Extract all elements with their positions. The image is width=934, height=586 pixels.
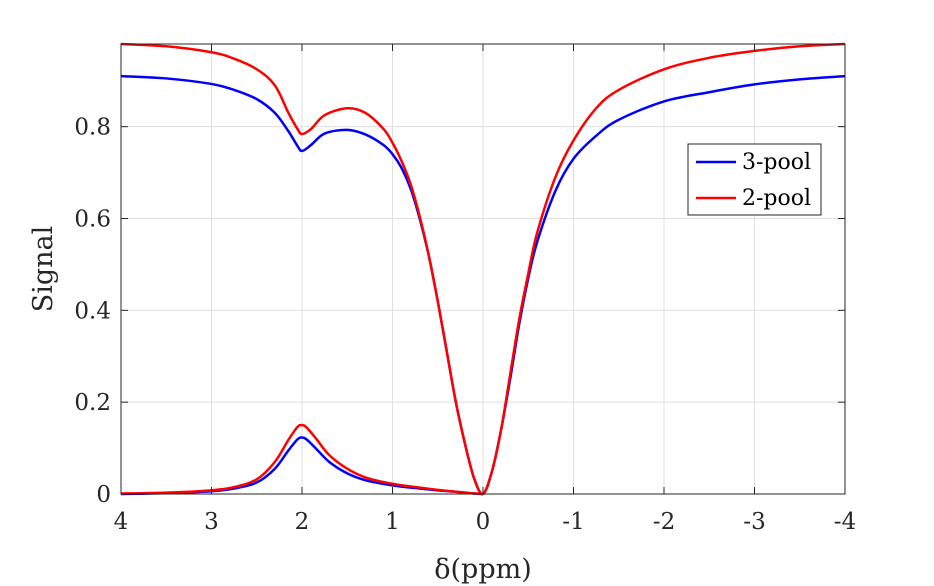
x-tick-label: -2 — [653, 509, 675, 535]
series-lines — [120, 42, 846, 496]
x-tick-label: 2 — [295, 509, 310, 535]
x-tick-label: -3 — [743, 509, 765, 535]
y-tick-label: 0.8 — [74, 115, 111, 141]
legend-box — [687, 143, 822, 216]
x-tick-label: -1 — [562, 509, 584, 535]
grid — [120, 44, 846, 495]
x-tick-label: 3 — [204, 509, 219, 535]
ticks — [120, 44, 846, 495]
tick-labels: 4 3 2 1 0 -1 -2 -3 -4 0 0.2 0.4 0.6 0.8 — [74, 115, 856, 535]
legend: 3-pool 2-pool — [687, 143, 822, 216]
x-tick-label: -4 — [834, 509, 856, 535]
x-tick-label: 4 — [114, 509, 129, 535]
y-tick-label: 0.6 — [74, 206, 111, 232]
x-axis-title: δ(ppm) — [434, 554, 532, 585]
x-tick-label: 0 — [476, 509, 491, 535]
y-axis-title: Signal — [28, 226, 59, 313]
series-line-2-pool-upper — [120, 42, 846, 496]
legend-label-2-pool: 2-pool — [742, 186, 811, 211]
series-line-2-pool-lower — [120, 423, 484, 496]
legend-label-3-pool: 3-pool — [742, 150, 811, 175]
y-tick-label: 0.2 — [74, 390, 111, 416]
x-tick-label: 1 — [385, 509, 400, 535]
y-tick-label: 0 — [96, 482, 111, 508]
y-tick-label: 0.4 — [74, 298, 111, 324]
